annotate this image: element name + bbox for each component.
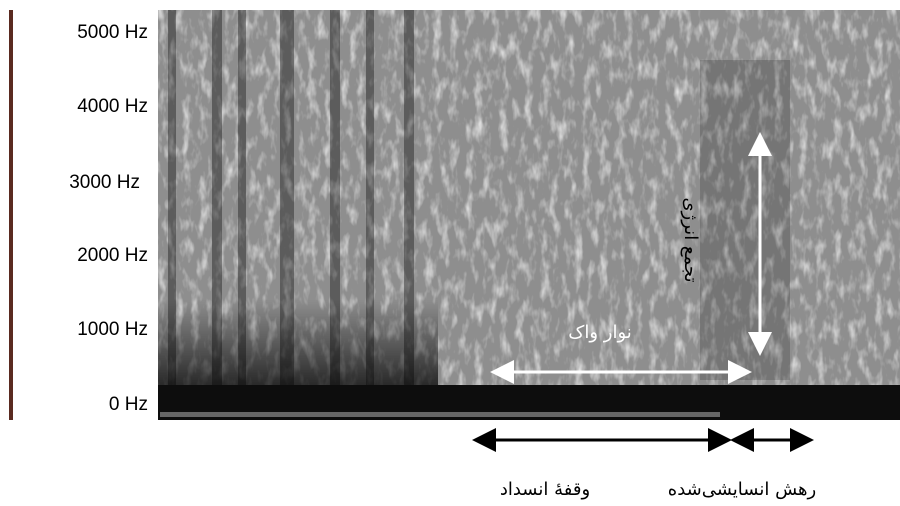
y-tick-label: 1000 Hz	[77, 319, 148, 340]
energy-label: تجمع انرژی	[680, 197, 701, 282]
spectrogram	[158, 10, 900, 420]
y-tick-label: 5000 Hz	[77, 22, 148, 43]
y-tick-label: 0 Hz	[109, 394, 148, 415]
y-tick-label: 3000 Hz	[69, 172, 140, 193]
closure-label: وقفهٔ انسداد	[500, 479, 590, 500]
edge-line	[9, 10, 13, 420]
y-axis: 5000 Hz 4000 Hz 3000 Hz 2000 Hz 1000 Hz …	[69, 22, 148, 415]
y-tick-label: 4000 Hz	[77, 96, 148, 117]
release-label: رهش انسایشی‌شده	[668, 479, 816, 500]
figure: 5000 Hz 4000 Hz 3000 Hz 2000 Hz 1000 Hz …	[0, 0, 900, 506]
y-tick-label: 2000 Hz	[77, 245, 148, 266]
voice-bar-label: نوار واک	[568, 322, 632, 343]
